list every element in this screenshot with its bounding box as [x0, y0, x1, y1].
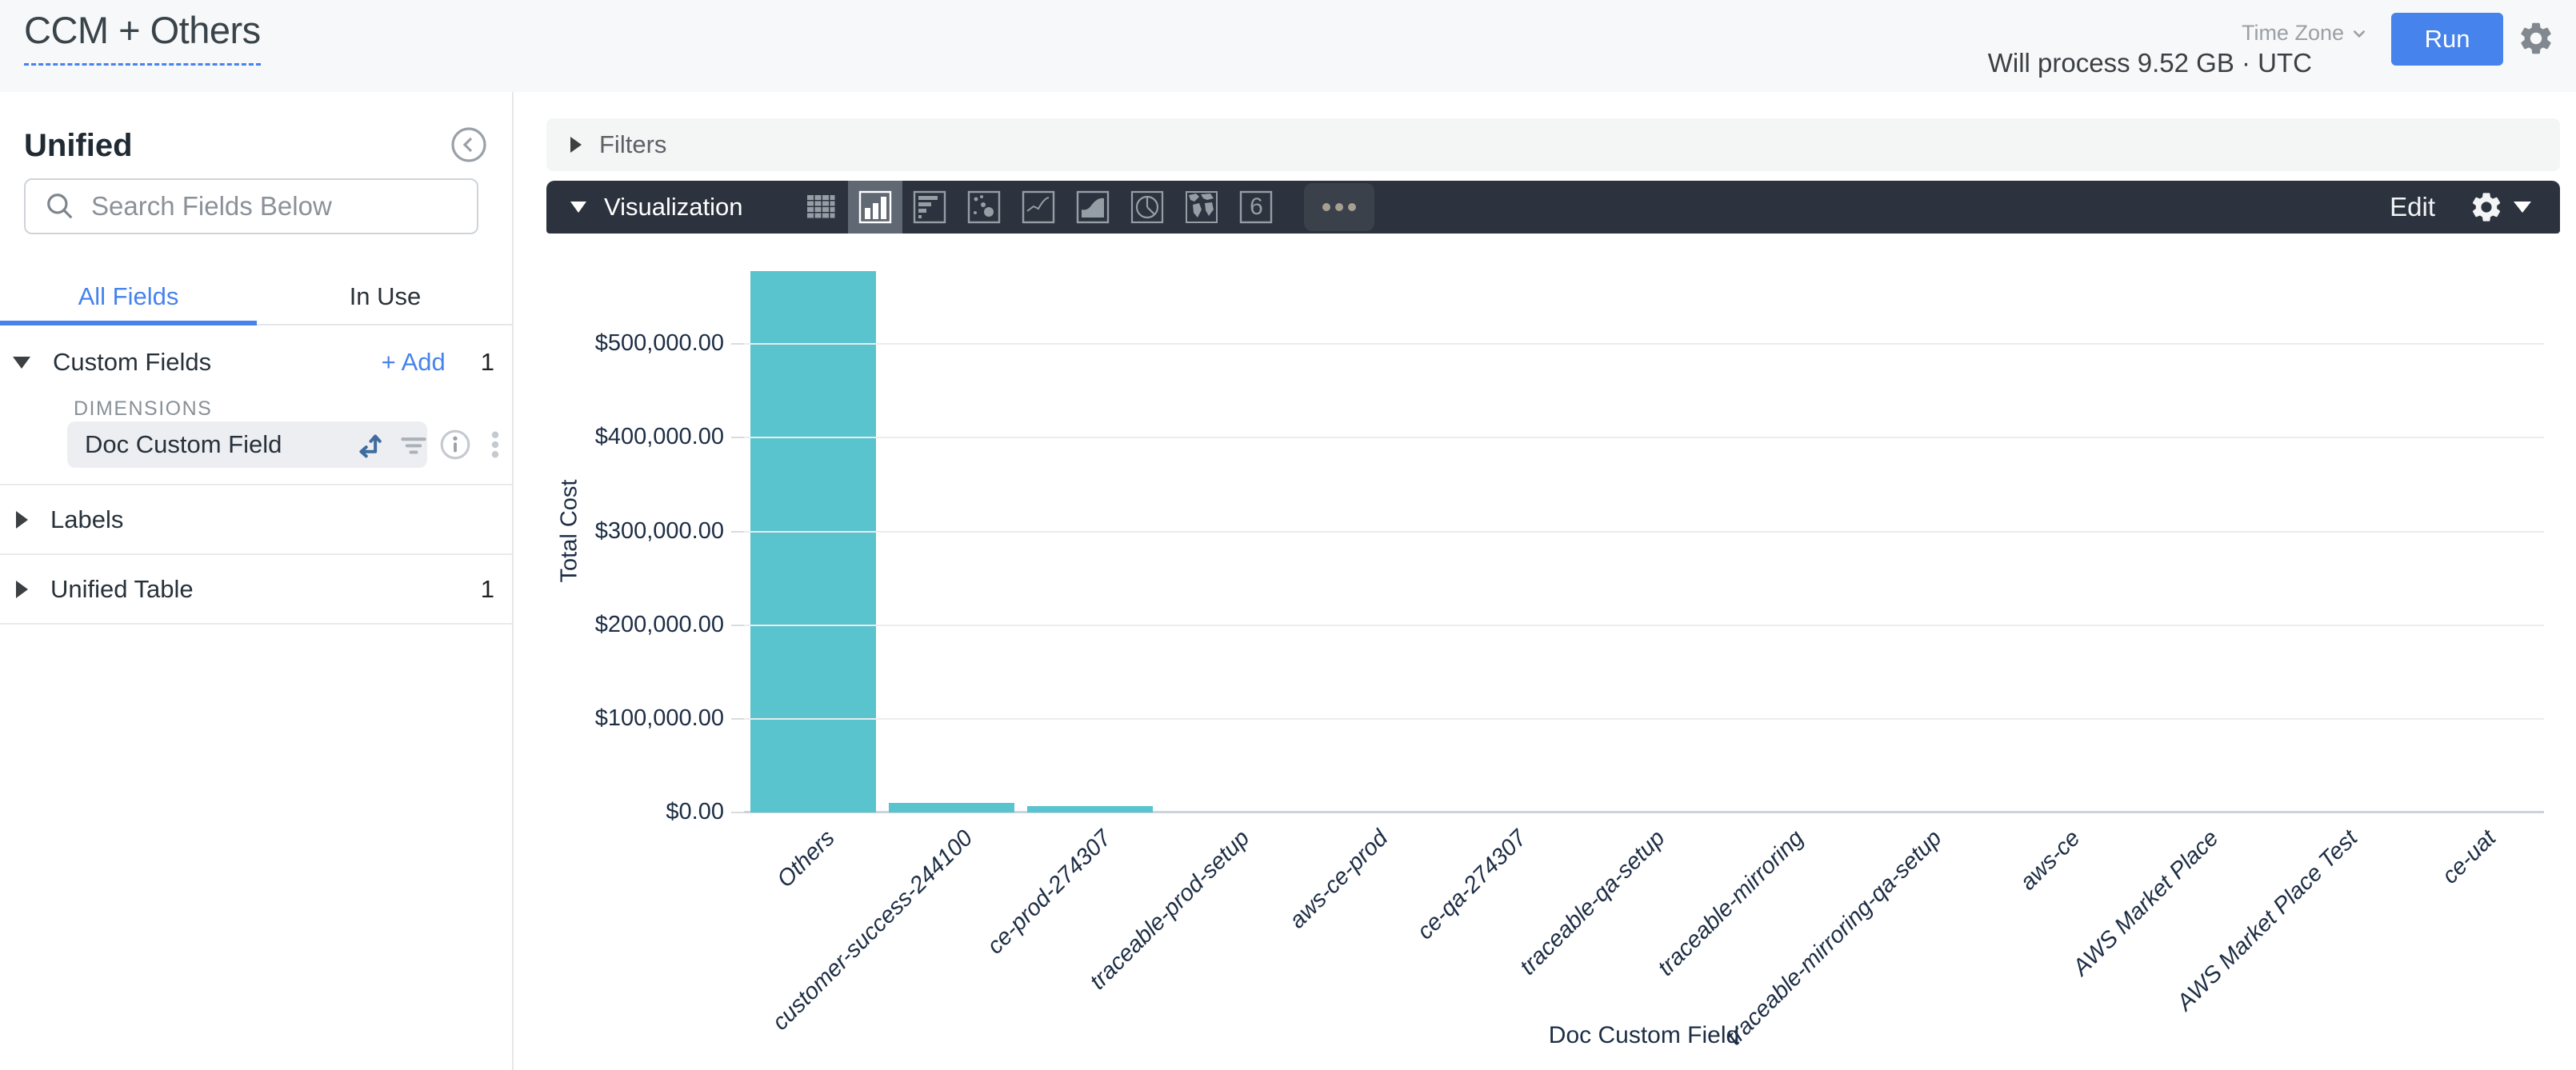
run-button[interactable]: Run — [2391, 13, 2503, 66]
kebab-menu-icon[interactable] — [478, 428, 512, 461]
line-chart-icon[interactable] — [1011, 181, 1066, 234]
caret-right-icon — [570, 137, 582, 153]
caret-right-icon — [16, 510, 28, 529]
y-tick — [731, 717, 744, 720]
y-tick — [731, 343, 744, 345]
caret-down-icon — [2514, 202, 2531, 213]
chevron-down-icon — [2353, 30, 2366, 38]
tab-in-use[interactable]: In Use — [349, 282, 422, 310]
caret-down-icon — [570, 202, 586, 213]
top-header-bar: CCM + Others Will process 9.52 GB · UTC … — [0, 0, 2576, 92]
collapse-sidebar-icon[interactable] — [450, 126, 488, 164]
custom-fields-count: 1 — [480, 348, 494, 376]
field-doc-custom-field[interactable]: Doc Custom Field — [67, 421, 427, 468]
divider — [0, 623, 512, 625]
gridline — [744, 530, 2544, 533]
y-tick-label: $200,000.00 — [594, 611, 724, 637]
chart-type-picker: 6 — [794, 181, 1375, 234]
plot-area — [731, 250, 2544, 813]
fields-tabs: All Fields In Use — [0, 273, 514, 325]
more-icon[interactable] — [1304, 183, 1375, 231]
pivot-icon[interactable] — [354, 428, 387, 461]
bar-customer-success-244100[interactable] — [889, 803, 1015, 812]
single-value-icon[interactable]: 6 — [1229, 181, 1283, 234]
filters-expander[interactable]: Filters — [546, 118, 2560, 171]
dimensions-group-label: DIMENSIONS — [74, 397, 213, 420]
area-chart-icon[interactable] — [1066, 181, 1120, 234]
divider — [0, 553, 512, 555]
visualization-toolbar: Visualization — [546, 181, 2560, 234]
info-icon[interactable] — [438, 428, 472, 461]
y-tick — [731, 624, 744, 626]
x-axis-title: Doc Custom Field — [1548, 1022, 1740, 1048]
unified-table-label: Unified Table — [50, 574, 194, 603]
pie-chart-icon[interactable] — [1120, 181, 1174, 234]
section-unified-table[interactable]: Unified Table 1 — [0, 555, 512, 623]
section-labels[interactable]: Labels — [0, 485, 512, 553]
process-info-text: Will process 9.52 GB · UTC — [1987, 48, 2312, 78]
gear-icon[interactable] — [2517, 19, 2555, 58]
section-custom-fields[interactable]: Custom Fields + Add 1 — [0, 337, 512, 388]
gridline — [744, 343, 2544, 345]
bar-slot — [882, 250, 1021, 812]
search-icon — [47, 194, 73, 219]
edit-button[interactable]: Edit — [2390, 192, 2435, 222]
bar-ce-prod-274307[interactable] — [1027, 805, 1154, 812]
y-tick-label: $100,000.00 — [594, 705, 724, 731]
visualization-label: Visualization — [604, 193, 743, 221]
y-tick — [731, 437, 744, 439]
filters-label: Filters — [599, 130, 667, 158]
search-fields-box[interactable] — [24, 178, 478, 234]
viz-right-controls: Edit — [2390, 190, 2560, 225]
y-tick-label: $500,000.00 — [594, 330, 724, 357]
bar-chart: Total Cost $0.00 $100,000.00 $200,000.00 $3… — [546, 240, 2560, 1070]
bar-slot — [1021, 250, 1159, 812]
gear-icon — [2472, 193, 2501, 222]
page-title[interactable]: CCM + Others — [24, 8, 261, 66]
caret-down-icon — [13, 356, 30, 369]
fields-sidebar: Unified All Fields In Use Custom Fields … — [0, 92, 514, 1070]
scatter-chart-icon[interactable] — [957, 181, 1011, 234]
explore-title: Unified — [24, 128, 133, 163]
divider — [0, 484, 512, 485]
y-tick-label: $300,000.00 — [594, 517, 724, 544]
field-row-doc-custom-field: Doc Custom Field — [0, 421, 512, 468]
y-tick — [731, 812, 744, 813]
bar-chart-icon[interactable] — [902, 181, 957, 234]
timezone-label: Time Zone — [2241, 21, 2344, 45]
table-icon[interactable] — [794, 181, 848, 234]
search-input[interactable] — [91, 191, 435, 222]
single-value-glyph: 6 — [1250, 194, 1263, 220]
bar-Others[interactable] — [750, 270, 877, 812]
bar-slot — [744, 250, 882, 812]
gridline — [744, 624, 2544, 626]
custom-fields-label: Custom Fields — [53, 348, 212, 376]
gridline — [744, 717, 2544, 720]
y-tick-label: $0.00 — [666, 799, 724, 824]
map-chart-icon[interactable] — [1174, 181, 1229, 234]
timezone-selector[interactable]: Time Zone — [2242, 21, 2370, 46]
labels-section-label: Labels — [50, 505, 124, 533]
viz-settings-dropdown[interactable] — [2469, 190, 2531, 225]
caret-right-icon — [16, 580, 28, 598]
gridline — [744, 437, 2544, 439]
y-tick-label: $400,000.00 — [594, 424, 724, 450]
field-label: Doc Custom Field — [85, 430, 282, 458]
y-tick — [731, 530, 744, 533]
filter-icon[interactable] — [398, 429, 429, 460]
tab-all-fields[interactable]: All Fields — [0, 273, 257, 325]
unified-table-count: 1 — [480, 574, 494, 603]
x-axis-line — [744, 811, 2544, 813]
column-chart-icon[interactable] — [848, 181, 903, 234]
add-custom-field-button[interactable]: + Add — [381, 348, 446, 376]
bars-container — [744, 250, 2544, 812]
